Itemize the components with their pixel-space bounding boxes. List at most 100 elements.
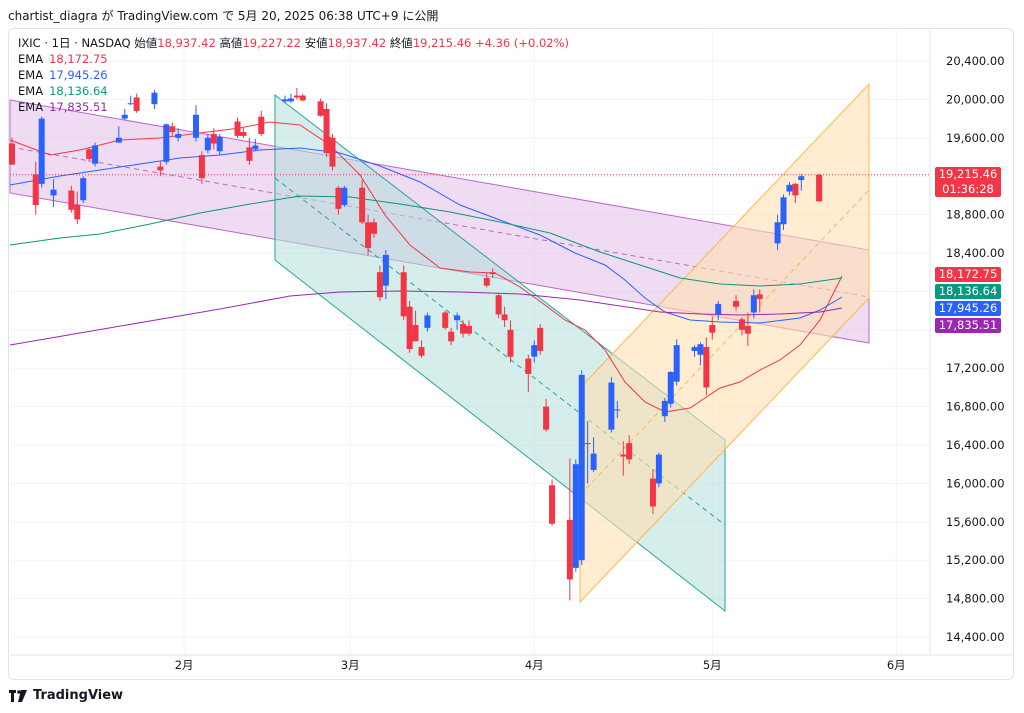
y-tick-label: 18,400.00 <box>946 246 1005 260</box>
y-tick-label: 14,800.00 <box>946 592 1005 606</box>
brand-name: TradingView <box>33 688 124 703</box>
candle-body <box>210 133 217 144</box>
candle-body <box>157 166 164 171</box>
tradingview-brand[interactable]: TradingView <box>9 688 123 703</box>
candle-body <box>507 329 514 357</box>
publish-header: chartist_diagra が TradingView.com で 5月 2… <box>8 7 438 24</box>
low-value: 18,937.42 <box>327 36 387 50</box>
candle-body <box>572 464 579 568</box>
candle-body <box>673 345 680 382</box>
candle-body <box>323 109 330 154</box>
y-tick-label: 16,000.00 <box>946 476 1005 490</box>
candle-body <box>703 347 710 388</box>
candle-body <box>204 137 211 151</box>
candle-body <box>614 409 621 411</box>
x-tick-label: 4月 <box>525 658 544 672</box>
high-value: 19,227.22 <box>242 36 301 50</box>
candle-body <box>192 114 199 138</box>
legend-ema-blue[interactable]: EMA 17,945.26 <box>18 68 108 82</box>
candle-body <box>549 485 556 524</box>
header-particle-de: で <box>222 9 235 23</box>
y-tick-label: 16,800.00 <box>946 400 1005 414</box>
candle-body <box>780 197 787 225</box>
open-value: 18,937.42 <box>157 36 216 50</box>
author-name[interactable]: chartist_diagra <box>8 9 98 23</box>
candle-body <box>756 294 763 300</box>
candle-body <box>733 301 740 307</box>
legend-ema-value: 18,136.64 <box>49 84 108 98</box>
time-axis[interactable]: 2月 3月 4月 5月 6月 <box>10 654 1014 672</box>
legend-ema-red[interactable]: EMA 18,172.75 <box>18 52 108 66</box>
chart-frame <box>8 28 1014 680</box>
candle-body <box>115 137 122 143</box>
y-tick-label: 20,000.00 <box>946 92 1005 106</box>
candle-body <box>382 254 389 286</box>
candle-body <box>483 277 490 286</box>
candle-body <box>816 174 823 202</box>
candle-body <box>252 145 259 150</box>
y-tick-label: 14,400.00 <box>946 630 1005 644</box>
candle-body <box>163 124 170 162</box>
candle-body <box>501 314 508 321</box>
candle-body <box>258 116 265 134</box>
candle-body <box>400 272 407 317</box>
candle-body <box>661 400 668 417</box>
symbol-title[interactable]: IXIC · 1日 · NASDAQ <box>18 36 131 50</box>
candle-body <box>127 103 134 105</box>
legend-ema-purple[interactable]: EMA 17,835.51 <box>18 100 108 114</box>
tradingview-logo-icon <box>9 689 27 702</box>
candle-body <box>133 97 140 111</box>
candle-body <box>442 312 449 328</box>
candle-body <box>68 190 75 210</box>
y-tick-label: 15,200.00 <box>946 553 1005 567</box>
low-label: 安値 <box>304 36 328 50</box>
price-axis[interactable]: 14,400.00 14,800.00 15,200.00 15,600.00 16,0… <box>929 30 1005 655</box>
candle-body <box>626 443 633 460</box>
ema-green-price-badge: 18,136.64 <box>935 284 1001 299</box>
candle-body <box>9 143 15 165</box>
candle-body <box>234 121 241 136</box>
candle-body <box>169 126 176 133</box>
legend-ema-label: EMA <box>18 52 44 66</box>
candle-body <box>341 187 348 205</box>
ema-purple-price-badge: 17,835.51 <box>935 318 1001 333</box>
candle-body <box>738 319 745 330</box>
candle-body <box>299 95 306 101</box>
candle-body <box>655 454 662 484</box>
candle-body <box>50 189 57 196</box>
candle-body <box>531 345 538 357</box>
candle-body <box>216 136 223 152</box>
candle-body <box>329 137 336 167</box>
y-tick-label: 16,400.00 <box>946 438 1005 452</box>
y-tick-label: 18,800.00 <box>946 208 1005 222</box>
site-name[interactable]: TradingView.com <box>117 9 219 23</box>
candle-body <box>786 184 793 192</box>
candle-body <box>798 176 805 181</box>
candle-body <box>454 315 461 321</box>
last-price-value: 19,215.46 <box>938 167 998 181</box>
legend-ema-value: 18,172.75 <box>49 52 108 66</box>
candle-body <box>578 374 585 561</box>
candle-body <box>359 187 366 223</box>
ema-red-price-badge: 18,172.75 <box>935 267 1001 282</box>
candle-body <box>792 183 799 196</box>
candle-body <box>412 325 419 342</box>
candle-body <box>293 95 300 98</box>
ema-blue-price-badge: 17,945.26 <box>935 301 1001 316</box>
legend-ema-green[interactable]: EMA 18,136.64 <box>18 84 108 98</box>
candle-body <box>584 443 591 445</box>
bar-countdown: 01:36:28 <box>942 182 994 196</box>
legend-ema-value: 17,835.51 <box>49 100 108 114</box>
candle-body <box>697 344 704 355</box>
candle-body <box>543 406 550 430</box>
candle-body <box>744 325 751 334</box>
header-particle-ga: が <box>101 9 114 23</box>
candle-body <box>620 454 627 457</box>
trend-channels <box>9 82 870 613</box>
ema-green-line <box>9 195 843 287</box>
candle-body <box>38 118 45 184</box>
change-value: +4.36 (+0.02%) <box>475 36 570 50</box>
candle-body <box>566 519 573 580</box>
candle-body <box>406 306 413 349</box>
